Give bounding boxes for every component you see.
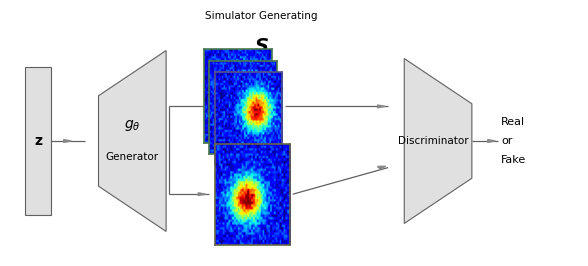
- Text: $\mathbf{z}$: $\mathbf{z}$: [34, 134, 43, 148]
- Polygon shape: [99, 51, 166, 231]
- Text: Real: Real: [501, 117, 526, 127]
- Polygon shape: [64, 140, 71, 142]
- Polygon shape: [405, 59, 472, 223]
- Polygon shape: [377, 166, 386, 169]
- Text: Discriminator: Discriminator: [398, 136, 469, 146]
- Polygon shape: [198, 193, 206, 196]
- Polygon shape: [377, 105, 385, 108]
- Text: Simulator Generating: Simulator Generating: [205, 11, 318, 21]
- Polygon shape: [487, 140, 495, 142]
- Text: Fake: Fake: [501, 155, 526, 165]
- Bar: [25, 66, 52, 215]
- Text: $g_\theta$: $g_\theta$: [124, 118, 141, 132]
- Text: S: S: [255, 37, 269, 56]
- Text: or: or: [501, 136, 513, 146]
- Text: Generator: Generator: [106, 152, 159, 162]
